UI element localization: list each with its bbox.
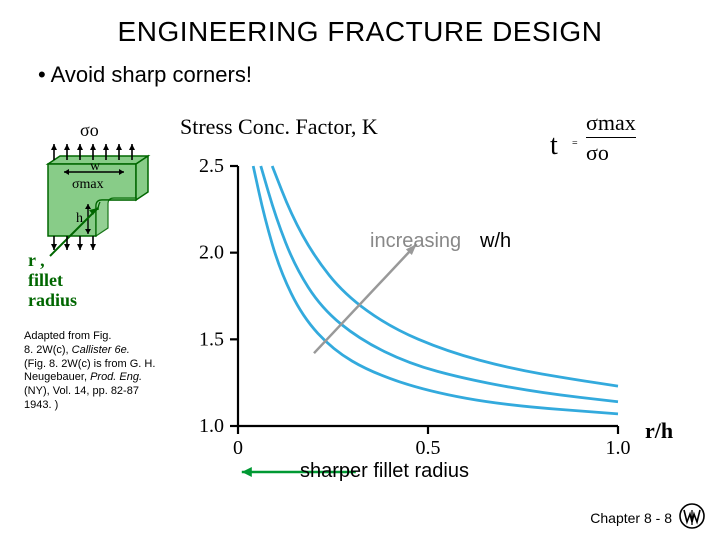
- svg-text:w: w: [90, 159, 101, 174]
- svg-text:1.0: 1.0: [199, 415, 224, 437]
- increasing-label: increasing: [370, 230, 461, 253]
- svg-text:radius: radius: [28, 290, 77, 310]
- chapter-footer: Chapter 8 - 8: [590, 510, 672, 526]
- svg-text:fillet: fillet: [28, 270, 63, 290]
- figure-caption: Adapted from Fig. 8. 2W(c), Callister 6e…: [24, 330, 170, 413]
- sharper-label: sharper fillet radius: [300, 460, 469, 483]
- stress-concentration-chart: 1.0 1.5 2.0 2.5 0 0.5 1.0: [172, 146, 642, 506]
- page-title: ENGINEERING FRACTURE DESIGN: [0, 0, 720, 48]
- y-axis-label: Stress Conc. Factor, K: [180, 114, 378, 140]
- svg-text:2.5: 2.5: [199, 155, 224, 177]
- bullet-text: • Avoid sharp corners!: [0, 48, 720, 88]
- kt-numerator: σmax: [586, 110, 636, 136]
- svg-text:0.5: 0.5: [416, 437, 441, 459]
- svg-text:r ,: r ,: [28, 250, 45, 270]
- svg-text:σmax: σmax: [72, 177, 104, 192]
- x-axis-label: r/h: [645, 418, 673, 444]
- svg-text:2.0: 2.0: [199, 242, 224, 264]
- fillet-block-diagram: wσmaxhσor ,filletradius: [28, 116, 188, 316]
- svg-text:1.5: 1.5: [199, 328, 224, 350]
- svg-text:0: 0: [233, 437, 243, 459]
- content-area: wσmaxhσor ,filletradius Stress Conc. Fac…: [0, 110, 720, 540]
- svg-text:1.0: 1.0: [606, 437, 631, 459]
- svg-text:σo: σo: [80, 120, 99, 140]
- wh-label: w/h: [480, 230, 511, 253]
- publisher-logo-icon: [678, 502, 706, 530]
